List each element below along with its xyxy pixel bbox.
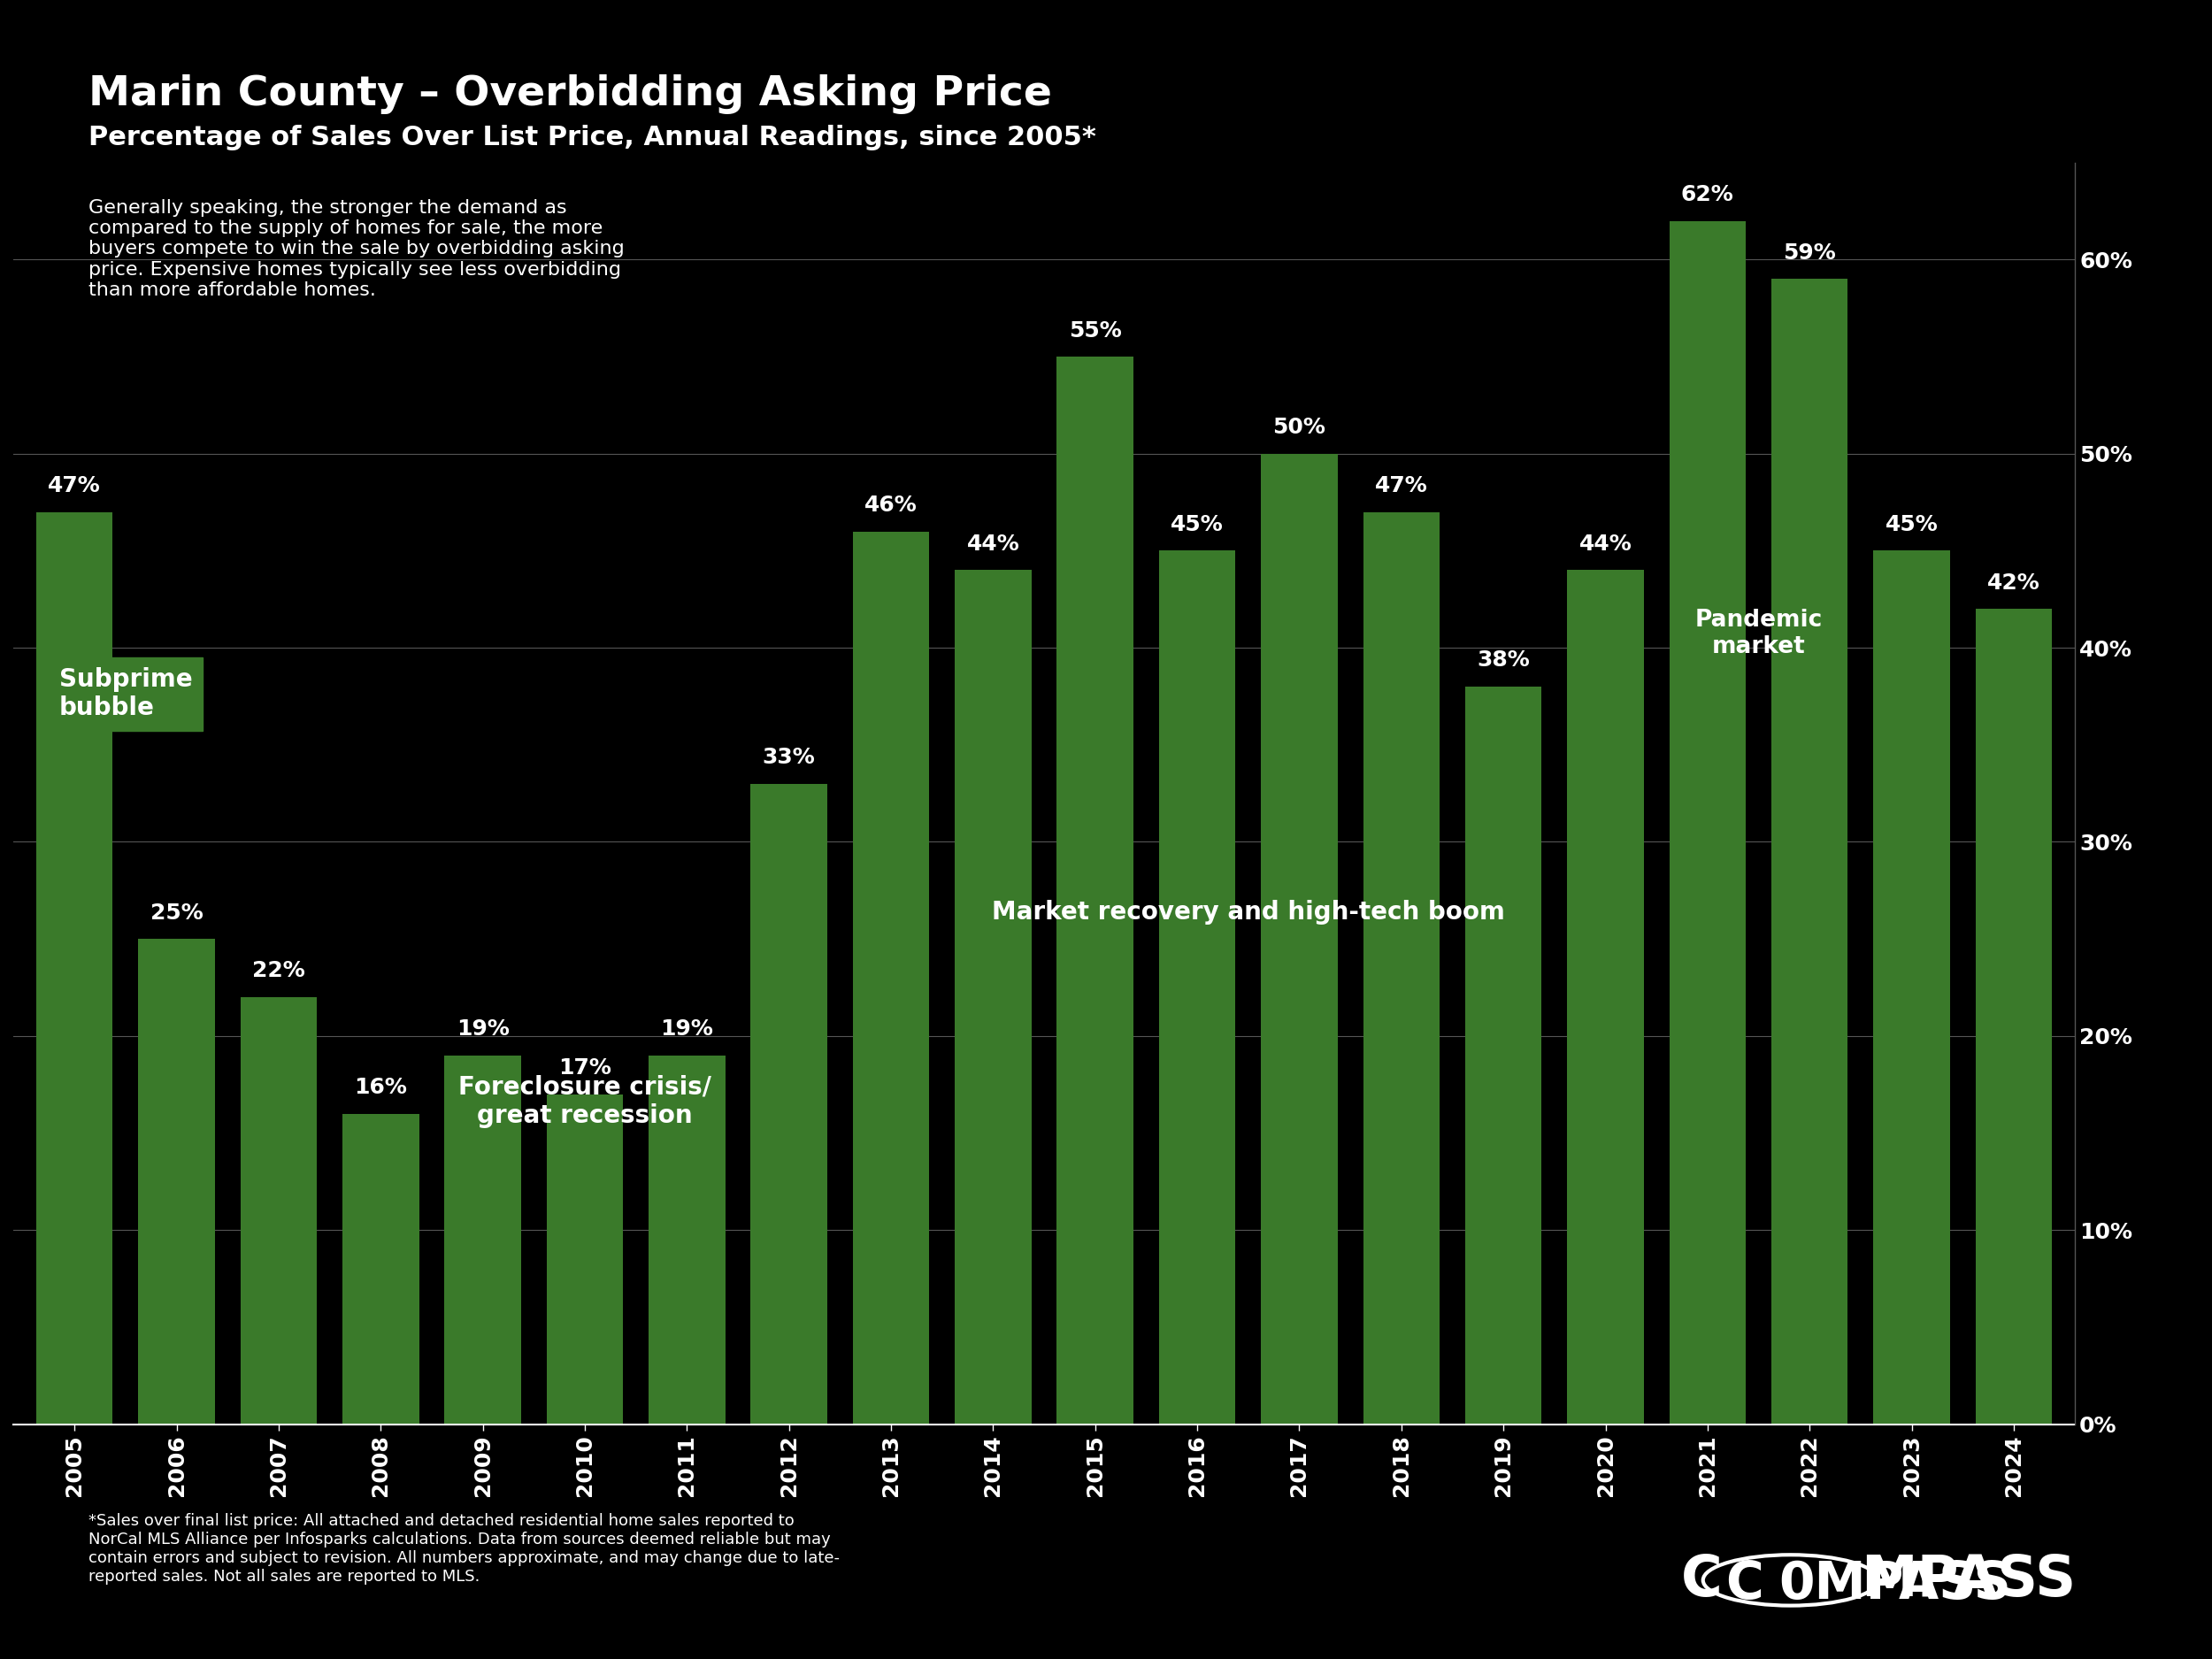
Text: Foreclosure crisis/
great recession: Foreclosure crisis/ great recession (458, 1075, 712, 1128)
Text: Market recovery and high-tech boom: Market recovery and high-tech boom (991, 901, 1504, 924)
Bar (1159, 551, 1237, 1423)
Text: 16%: 16% (354, 1077, 407, 1098)
Text: Pandemic
market: Pandemic market (1694, 609, 1823, 659)
Text: 47%: 47% (49, 474, 102, 496)
Bar (241, 997, 316, 1423)
Text: Subprime
bubble: Subprime bubble (60, 667, 192, 720)
Bar (648, 1055, 726, 1423)
Bar (1568, 571, 1644, 1423)
Bar (546, 1095, 624, 1423)
Text: 25%: 25% (150, 902, 204, 924)
Text: Marin County – Overbidding Asking Price: Marin County – Overbidding Asking Price (88, 75, 1053, 114)
Bar (1057, 357, 1133, 1423)
Bar (1363, 513, 1440, 1423)
Bar (1975, 609, 2053, 1423)
Bar (445, 1055, 522, 1423)
Text: 45%: 45% (1170, 514, 1223, 536)
Text: 62%: 62% (1681, 184, 1734, 206)
Text: 47%: 47% (1376, 474, 1427, 496)
Bar (139, 939, 215, 1423)
Text: 42%: 42% (1986, 572, 2039, 594)
Text: C: C (1681, 1553, 1723, 1608)
Text: 19%: 19% (661, 1019, 714, 1040)
Bar (1772, 279, 1847, 1423)
Text: 44%: 44% (967, 534, 1020, 554)
Text: 17%: 17% (557, 1057, 611, 1078)
Bar (1464, 687, 1542, 1423)
Bar (1874, 551, 1951, 1423)
Text: 44%: 44% (1579, 534, 1632, 554)
Bar (956, 571, 1031, 1423)
Text: 45%: 45% (1885, 514, 1938, 536)
Text: 22%: 22% (252, 961, 305, 982)
Text: 19%: 19% (456, 1019, 509, 1040)
Text: C: C (1725, 1559, 1763, 1609)
Text: 0MPASS: 0MPASS (1778, 1559, 2011, 1609)
Text: Percentage of Sales Over List Price, Annual Readings, since 2005*: Percentage of Sales Over List Price, Ann… (88, 124, 1097, 149)
Text: *Sales over final list price: All attached and detached residential home sales r: *Sales over final list price: All attach… (88, 1513, 841, 1584)
Bar (343, 1113, 418, 1423)
Bar (750, 783, 827, 1423)
Text: MPASS: MPASS (1860, 1553, 2077, 1608)
Bar (1261, 453, 1338, 1423)
Text: 46%: 46% (865, 494, 918, 516)
Bar (35, 513, 113, 1423)
Text: 33%: 33% (763, 747, 816, 768)
Bar (1670, 221, 1745, 1423)
Text: Generally speaking, the stronger the demand as
compared to the supply of homes f: Generally speaking, the stronger the dem… (88, 199, 624, 299)
Text: 55%: 55% (1068, 320, 1121, 342)
Text: 59%: 59% (1783, 242, 1836, 264)
Bar (854, 531, 929, 1423)
Text: 38%: 38% (1478, 650, 1531, 672)
Text: 50%: 50% (1272, 416, 1325, 438)
